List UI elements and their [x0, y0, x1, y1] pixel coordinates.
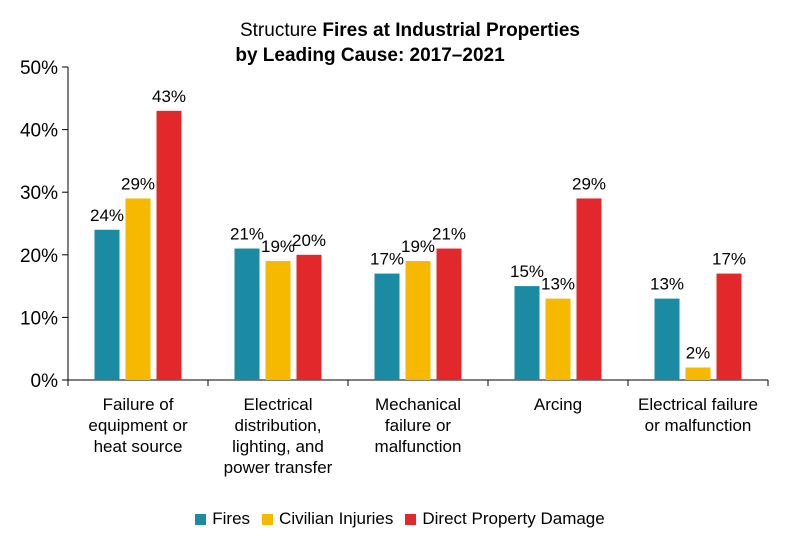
legend-item: Direct Property Damage [405, 509, 605, 529]
y-tick-label: 0% [31, 371, 59, 392]
data-label: 20% [292, 231, 326, 250]
legend-label: Fires [212, 509, 251, 528]
data-label: 21% [230, 225, 264, 244]
bar [576, 198, 602, 380]
title-part2: Fires at Industrial Properties [322, 20, 580, 41]
legend-swatch [405, 513, 417, 525]
bar [94, 229, 120, 380]
bar [374, 273, 400, 380]
x-tick-label-line: Electrical failure [638, 395, 758, 414]
data-label: 29% [572, 174, 606, 193]
y-tick-label: 50% [20, 58, 58, 79]
x-tick-label-line: Mechanical [375, 395, 461, 414]
chart-title-line1: Structure Fires at Industrial Properties [60, 20, 760, 42]
x-tick-label-line: heat source [94, 437, 183, 456]
x-tick-label-line: lighting, and [232, 437, 324, 456]
x-tick-label-line: equipment or [88, 416, 188, 435]
title-part1: Structure [239, 20, 318, 41]
legend-item: Fires [195, 509, 250, 529]
y-tick-label: 30% [20, 183, 58, 204]
x-tick-label: Arcing [534, 395, 582, 414]
data-label: 13% [541, 275, 575, 294]
bar [156, 110, 182, 380]
data-label: 13% [650, 275, 684, 294]
bar [654, 298, 680, 380]
data-label: 17% [712, 250, 746, 269]
bar [514, 286, 540, 380]
legend-label: Civilian Injuries [279, 509, 394, 528]
legend-label: Direct Property Damage [422, 509, 605, 528]
bar [125, 198, 151, 380]
x-tick-label-line: or malfunction [645, 416, 752, 435]
data-label: 17% [370, 250, 404, 269]
y-tick-label: 20% [20, 246, 58, 267]
x-tick-label-line: malfunction [375, 437, 462, 456]
y-tick-label: 40% [20, 121, 58, 142]
bar [545, 298, 571, 380]
data-label: 21% [432, 225, 466, 244]
legend-item: Civilian Injuries [262, 509, 393, 529]
bar [296, 254, 322, 380]
bar [436, 248, 462, 380]
bar [405, 261, 431, 380]
x-tick-label: Electrical distribution, lighting, and powe… [224, 395, 333, 477]
data-label: 19% [261, 237, 295, 256]
x-tick-label-line: Electrical [244, 395, 313, 414]
legend-swatch [262, 513, 274, 525]
x-tick-label-line: Arcing [534, 395, 582, 414]
x-tick-label: Mechanical failure or malfunction [375, 395, 462, 456]
y-tick-label: 10% [20, 308, 58, 329]
x-tick-label-line: Failure of [103, 395, 174, 414]
bar [716, 273, 742, 380]
bar [234, 248, 260, 380]
chart-title-line2: by Leading Cause: 2017–2021 [235, 45, 505, 66]
x-tick-label-line: failure or [385, 416, 451, 435]
data-label: 15% [510, 262, 544, 281]
x-tick-label-line: power transfer [224, 458, 333, 477]
x-tick-label: Failure of equipment or heat source [88, 395, 188, 456]
legend: Fires Civilian Injuries Direct Property Da… [0, 509, 800, 530]
data-label: 29% [121, 174, 155, 193]
x-tick-label: Electrical failure or malfunction [638, 395, 758, 435]
bar [265, 261, 291, 380]
data-label: 19% [401, 237, 435, 256]
bar [685, 367, 711, 380]
x-tick-label-line: distribution, [235, 416, 322, 435]
legend-swatch [195, 513, 207, 525]
data-label: 24% [90, 206, 124, 225]
data-label: 2% [686, 343, 711, 362]
data-label: 43% [152, 87, 186, 106]
